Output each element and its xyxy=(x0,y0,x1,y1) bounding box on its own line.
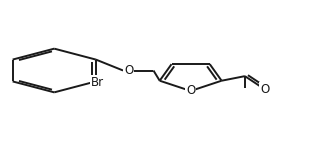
Text: O: O xyxy=(124,64,133,77)
Text: Br: Br xyxy=(91,76,104,89)
Text: O: O xyxy=(186,84,195,97)
Text: O: O xyxy=(260,83,270,96)
